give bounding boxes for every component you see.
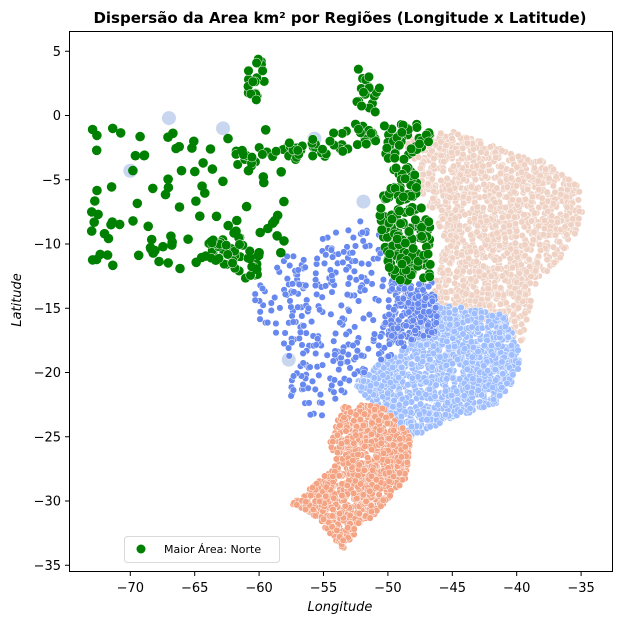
y-tick-label: 5 [53,45,61,60]
legend-label: Maior Área: Norte [164,543,261,556]
y-axis-label: Latitude [10,273,25,327]
y-tick-label: −20 [34,366,61,381]
legend: Maior Área: Norte [124,536,280,563]
y-tick-label: −5 [42,173,61,188]
plot-frame [69,31,613,572]
x-tick-label: −55 [310,581,337,596]
x-axis-ticks: −70 −65 −60 −55 −50 −45 −40 −35 [117,571,595,596]
x-tick-label: −40 [503,581,530,596]
x-tick-label: −50 [374,581,401,596]
legend-box [124,536,280,563]
x-tick-label: −70 [117,581,144,596]
y-tick-label: −30 [34,495,61,510]
legend-marker-icon [136,544,146,554]
x-tick-label: −35 [567,581,594,596]
y-tick-label: −35 [34,559,61,574]
scatter-points [86,54,586,552]
y-tick-label: −10 [34,238,61,253]
y-tick-label: −15 [34,302,61,317]
chart-title: Dispersão da Area km² por Regiões (Longi… [93,9,586,27]
x-tick-label: −45 [439,581,466,596]
y-tick-label: 0 [53,109,61,124]
x-axis-label: Longitude [308,600,373,615]
y-axis-ticks: 5 0 −5 −10 −15 −20 −25 −30 −35 [34,45,70,574]
y-tick-label: −25 [34,430,61,445]
x-tick-label: −60 [245,581,272,596]
x-tick-label: −65 [181,581,208,596]
